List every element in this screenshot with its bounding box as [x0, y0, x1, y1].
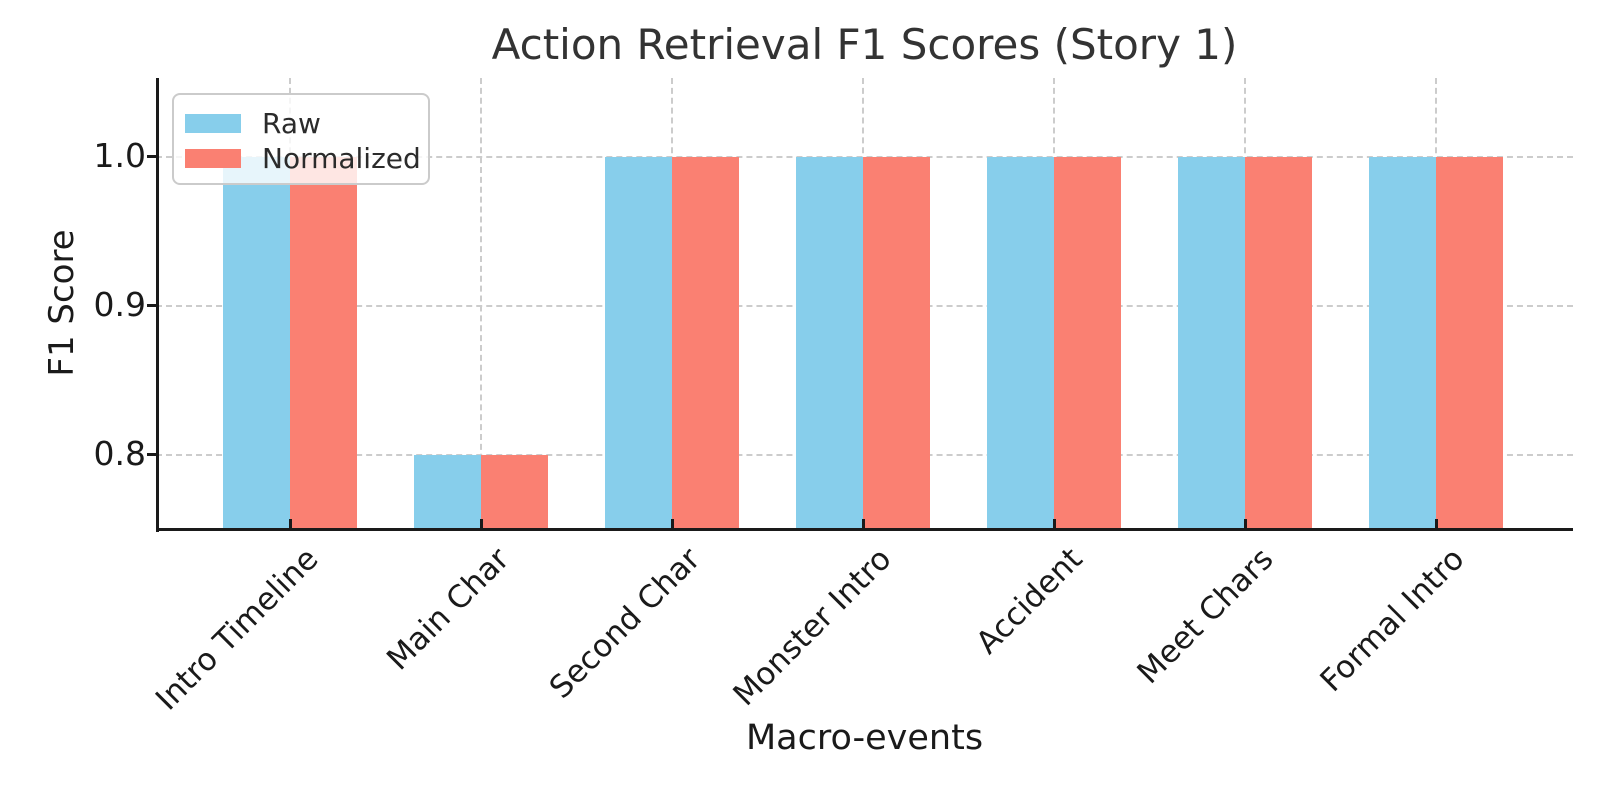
bar-normalized: [863, 156, 930, 529]
legend-item-raw: Raw: [185, 106, 416, 140]
bar-normalized: [1436, 156, 1503, 529]
bar-raw: [987, 156, 1054, 529]
x-tick-label: Monster Intro: [726, 541, 899, 714]
bar-raw: [796, 156, 863, 529]
bar-raw: [1369, 156, 1436, 529]
bar-normalized: [290, 156, 357, 529]
legend-item-normalized: Normalized: [185, 141, 421, 175]
legend-label: Normalized: [262, 141, 421, 175]
bar-raw: [414, 454, 481, 529]
legend-swatch-raw: [185, 113, 241, 133]
bar-normalized: [481, 454, 548, 529]
x-tick-label: Formal Intro: [1313, 541, 1472, 700]
y-tick-label: 0.9: [93, 284, 146, 324]
y-tick-label: 0.8: [93, 433, 146, 473]
bar-normalized: [1054, 156, 1121, 529]
x-tick: [670, 519, 674, 529]
y-tick: [147, 155, 156, 159]
x-tick: [1052, 519, 1056, 529]
x-tick: [1434, 519, 1438, 529]
x-axis-spine: [156, 528, 1573, 531]
legend-label: Raw: [262, 106, 321, 140]
x-tick: [1243, 519, 1247, 529]
v-gridline: [480, 78, 482, 529]
bar-raw: [1178, 156, 1245, 529]
x-axis-label: Macro-events: [745, 718, 984, 758]
bar-raw: [605, 156, 672, 529]
x-tick: [479, 519, 483, 529]
legend: Raw Normalized: [172, 93, 430, 185]
x-tick-label: Intro Timeline: [148, 541, 326, 718]
x-tick: [861, 519, 865, 529]
bar-normalized: [1245, 156, 1312, 529]
y-tick-label: 1.0: [93, 135, 146, 175]
legend-swatch-normalized: [185, 148, 241, 168]
y-tick: [147, 453, 156, 456]
bar-raw: [223, 156, 290, 529]
x-tick-label: Meet Chars: [1130, 541, 1281, 691]
bar-normalized: [672, 156, 739, 529]
y-axis-spine: [156, 78, 159, 532]
x-tick: [288, 519, 292, 529]
y-tick: [147, 304, 156, 307]
x-tick-label: Main Char: [380, 541, 517, 678]
x-tick-label: Accident: [969, 541, 1090, 662]
chart-title: Action Retrieval F1 Scores (Story 1): [491, 20, 1238, 69]
x-tick-label: Second Char: [542, 541, 708, 706]
